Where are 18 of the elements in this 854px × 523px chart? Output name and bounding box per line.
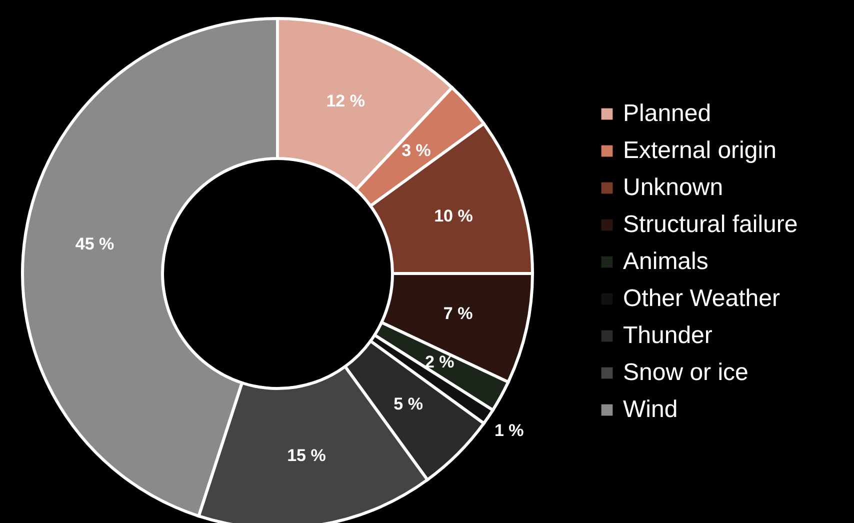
data-label: 7 % [443,304,473,323]
data-label: 12 % [326,91,365,110]
legend-label: Wind [623,396,678,423]
legend-label: Planned [623,100,712,127]
legend-label: Animals [623,248,708,275]
data-label: 15 % [287,446,326,466]
legend-label: Unknown [623,174,724,201]
data-label: 10 % [434,206,473,226]
data-label: 2 % [424,352,454,372]
legend-label: External origin [623,137,776,164]
legend-label: Snow or ice [623,359,748,386]
data-label: 1 % [494,420,524,440]
legend-label: Other Weather [623,285,780,312]
data-label: 5 % [394,394,423,414]
legend-label: Structural failure [623,211,798,238]
data-label: 45 % [75,234,114,254]
legend-label: Thunder [623,322,712,349]
data-label: 3 % [402,141,431,160]
